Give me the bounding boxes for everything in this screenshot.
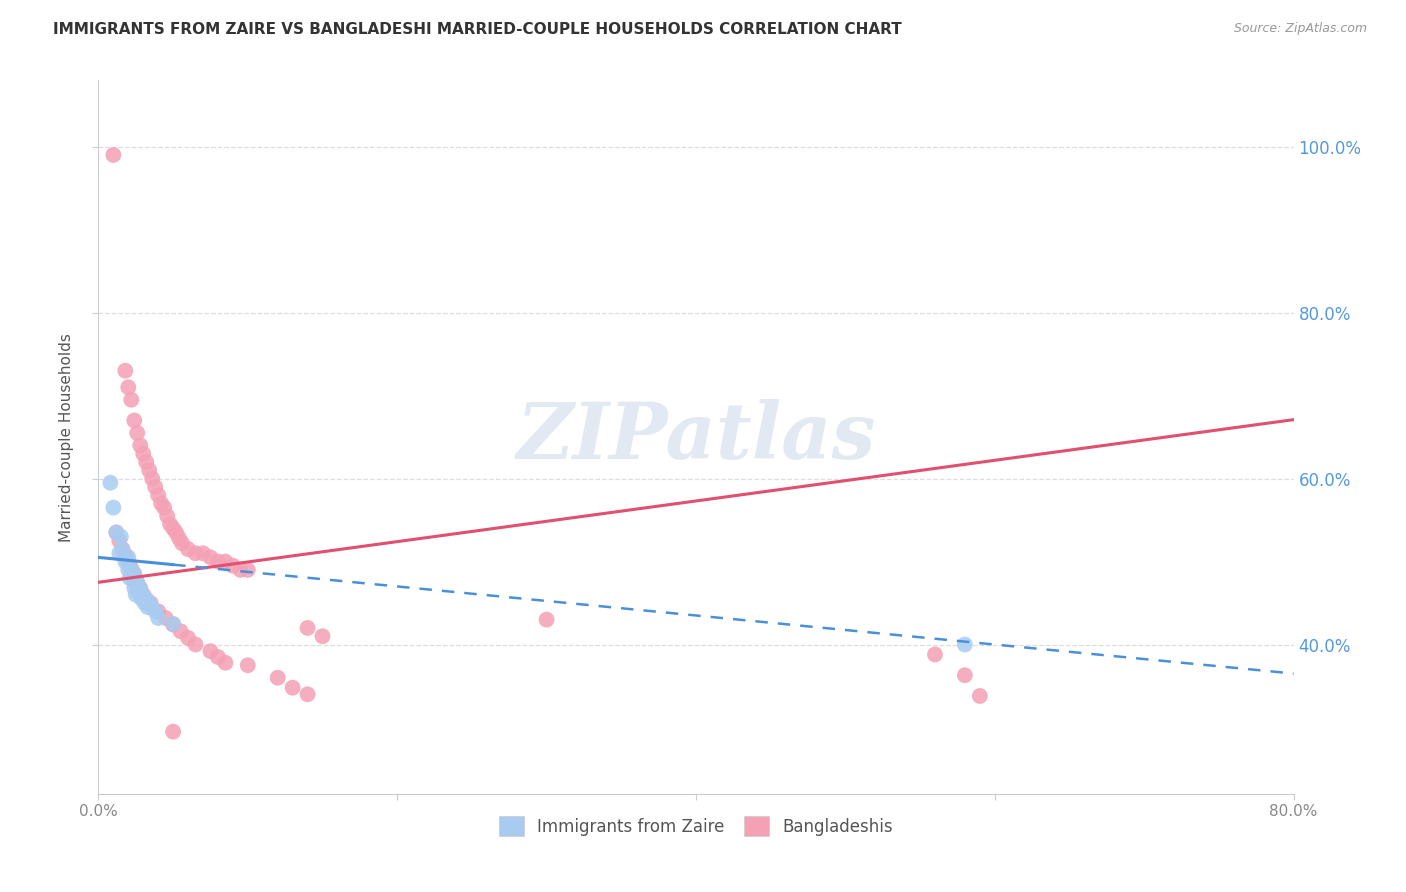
Point: [108, 533, 131, 548]
Point: [127, 425, 149, 440]
Point: [132, 588, 155, 602]
Point: [159, 517, 181, 532]
Point: [167, 531, 190, 545]
Point: [117, 555, 139, 569]
Text: Source: ZipAtlas.com: Source: ZipAtlas.com: [1233, 22, 1367, 36]
Point: [207, 650, 229, 665]
Point: [200, 550, 222, 565]
Point: [165, 525, 187, 540]
Point: [162, 724, 184, 739]
Point: [184, 546, 207, 560]
Point: [311, 629, 333, 643]
Point: [214, 656, 236, 670]
Point: [143, 480, 166, 494]
Point: [108, 546, 131, 560]
Point: [124, 566, 146, 581]
Point: [132, 588, 155, 602]
Point: [169, 624, 191, 639]
Point: [111, 542, 134, 557]
Point: [172, 536, 194, 550]
Point: [118, 571, 141, 585]
Point: [129, 581, 152, 595]
Point: [200, 644, 222, 658]
Point: [156, 508, 179, 523]
Point: [297, 687, 319, 701]
Point: [114, 364, 136, 378]
Text: IMMIGRANTS FROM ZAIRE VS BANGLADESHI MARRIED-COUPLE HOUSEHOLDS CORRELATION CHART: IMMIGRANTS FROM ZAIRE VS BANGLADESHI MAR…: [53, 22, 903, 37]
Point: [207, 555, 229, 569]
Point: [124, 566, 146, 581]
Point: [297, 621, 319, 635]
Point: [184, 638, 207, 652]
Point: [111, 542, 134, 557]
Point: [117, 550, 139, 565]
Point: [135, 455, 157, 469]
Point: [229, 563, 252, 577]
Point: [125, 573, 148, 587]
Point: [177, 631, 200, 645]
Point: [136, 600, 159, 615]
Point: [120, 392, 142, 407]
Point: [953, 668, 976, 682]
Point: [139, 598, 162, 612]
Point: [103, 148, 125, 162]
Point: [143, 604, 166, 618]
Point: [114, 548, 136, 562]
Point: [134, 596, 156, 610]
Point: [222, 558, 245, 573]
Point: [129, 438, 152, 452]
Point: [148, 611, 170, 625]
Point: [924, 648, 946, 662]
Point: [148, 488, 170, 502]
Point: [127, 575, 149, 590]
Point: [125, 588, 148, 602]
Point: [153, 500, 176, 515]
Point: [124, 581, 146, 595]
Point: [162, 617, 184, 632]
Point: [236, 563, 259, 577]
Point: [953, 638, 976, 652]
Point: [236, 658, 259, 673]
Point: [214, 555, 236, 569]
Point: [969, 689, 991, 703]
Point: [191, 546, 214, 560]
Point: [132, 447, 155, 461]
Text: ZIPatlas: ZIPatlas: [516, 399, 876, 475]
Y-axis label: Married-couple Households: Married-couple Households: [59, 333, 75, 541]
Point: [131, 591, 153, 606]
Point: [162, 521, 184, 535]
Point: [103, 500, 125, 515]
Point: [281, 681, 304, 695]
Point: [98, 475, 122, 490]
Point: [124, 413, 146, 427]
Point: [536, 613, 558, 627]
Point: [141, 472, 163, 486]
Point: [117, 380, 139, 394]
Point: [177, 542, 200, 557]
Point: [105, 525, 128, 540]
Point: [148, 604, 170, 618]
Point: [267, 671, 290, 685]
Point: [155, 611, 177, 625]
Point: [138, 463, 160, 477]
Point: [114, 555, 136, 569]
Point: [110, 530, 132, 544]
Point: [129, 582, 152, 596]
Point: [127, 578, 149, 592]
Point: [135, 591, 157, 606]
Point: [120, 563, 142, 577]
Point: [121, 573, 143, 587]
Point: [120, 561, 142, 575]
Point: [162, 616, 184, 631]
Point: [150, 496, 173, 510]
Point: [117, 563, 139, 577]
Point: [139, 596, 162, 610]
Point: [105, 525, 128, 540]
Point: [128, 586, 150, 600]
Legend: Immigrants from Zaire, Bangladeshis: Immigrants from Zaire, Bangladeshis: [489, 805, 903, 847]
